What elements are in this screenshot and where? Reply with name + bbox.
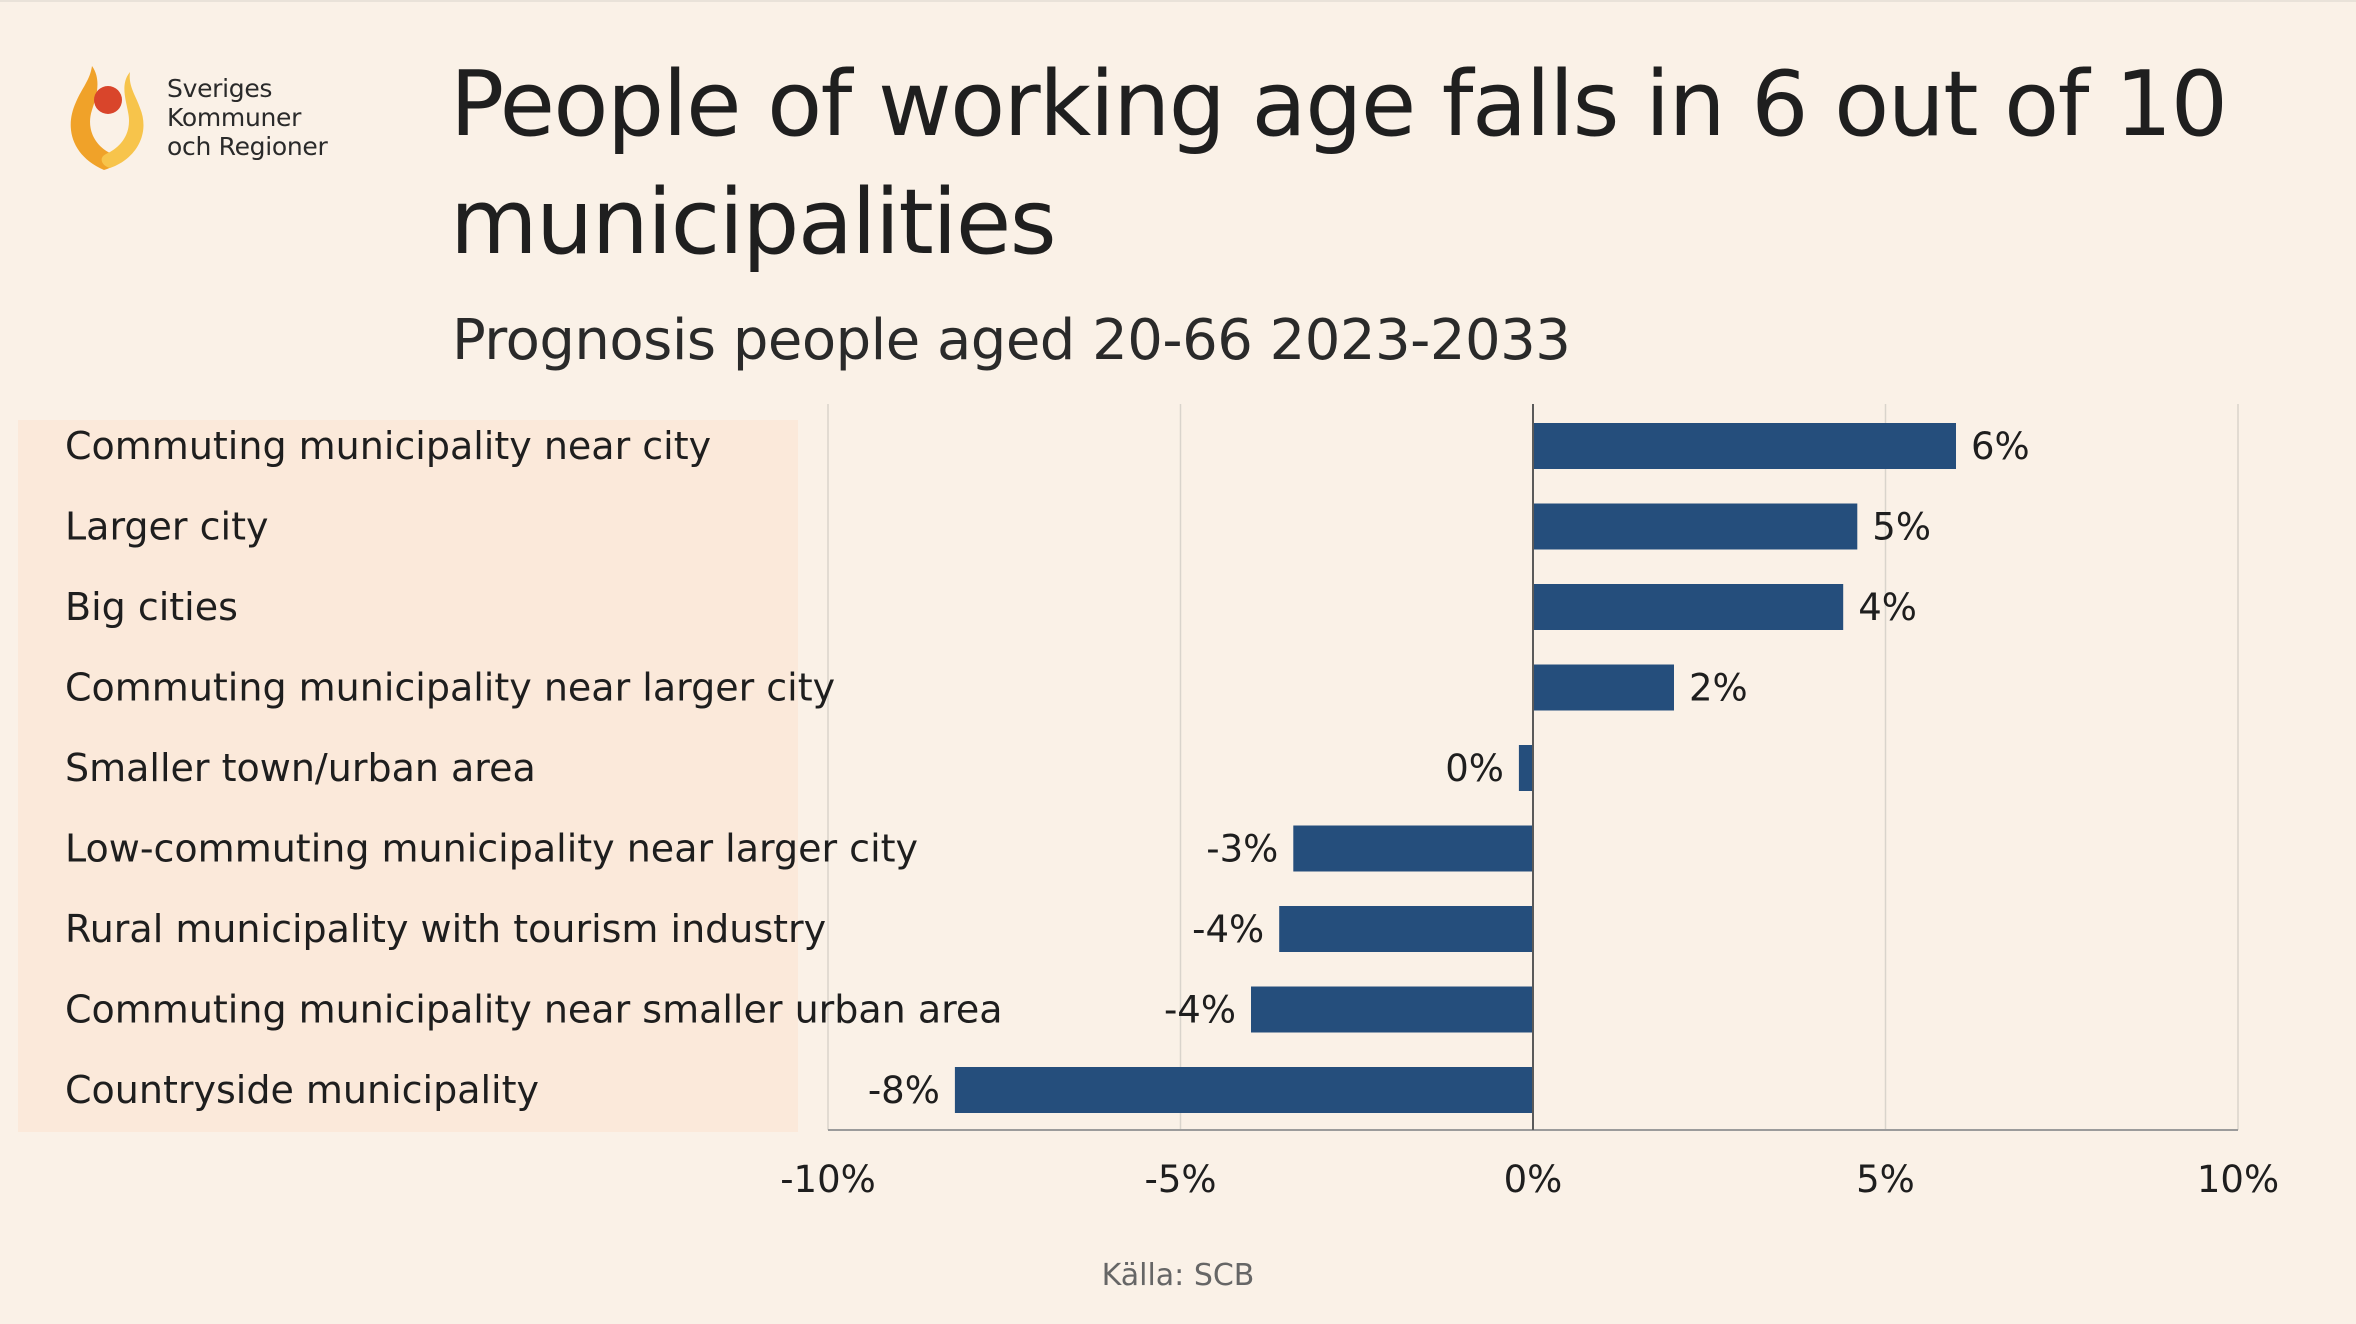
x-tick-label: -5% xyxy=(1144,1158,1216,1201)
bar xyxy=(1533,503,1858,550)
data-label: 0% xyxy=(1445,747,1504,790)
category-label: Low-commuting municipality near larger c… xyxy=(65,827,918,871)
data-label: -3% xyxy=(1206,828,1278,871)
data-label: 4% xyxy=(1858,586,1917,629)
logo-text-line-1: Sveriges xyxy=(167,74,273,103)
skr-logo: Sveriges Kommuner och Regioner xyxy=(62,58,362,178)
category-label: Big cities xyxy=(65,585,238,629)
category-label: Countryside municipality xyxy=(65,1068,539,1112)
data-label: -8% xyxy=(868,1069,940,1112)
data-label: 6% xyxy=(1971,425,2030,468)
x-tick-label: 5% xyxy=(1856,1158,1915,1201)
bar xyxy=(1533,584,1844,630)
x-tick-label: -10% xyxy=(780,1158,876,1201)
top-rule xyxy=(0,0,2356,2)
bar xyxy=(954,1067,1533,1113)
chart-title: People of working age falls in 6 out of … xyxy=(450,52,2228,275)
bar xyxy=(1251,986,1533,1033)
x-tick-label: 10% xyxy=(2197,1158,2279,1201)
source-note: Källa: SCB xyxy=(1101,1258,1255,1293)
logo-text-line-3: och Regioner xyxy=(167,132,328,161)
bar xyxy=(1518,745,1533,791)
category-label: Commuting municipality near city xyxy=(65,424,711,468)
x-tick-label: 0% xyxy=(1504,1158,1563,1201)
category-label: Rural municipality with tourism industry xyxy=(65,907,826,951)
bar xyxy=(1533,423,1956,469)
category-label: Commuting municipality near smaller urba… xyxy=(65,988,1003,1032)
logo-text-line-2: Kommuner xyxy=(167,103,302,132)
bar xyxy=(1279,906,1533,952)
data-label: -4% xyxy=(1192,908,1264,951)
category-label: Larger city xyxy=(65,505,268,549)
chart-subtitle: Prognosis people aged 20-66 2023-2033 xyxy=(452,308,1571,373)
category-label-panel xyxy=(18,420,798,1132)
bar xyxy=(1533,664,1674,711)
bar xyxy=(1293,825,1533,872)
data-label: -4% xyxy=(1164,989,1236,1032)
category-label: Commuting municipality near larger city xyxy=(65,666,835,710)
data-label: 5% xyxy=(1872,506,1931,549)
category-label: Smaller town/urban area xyxy=(65,746,536,790)
flame-logo-icon xyxy=(70,66,144,170)
data-label: 2% xyxy=(1689,667,1748,710)
